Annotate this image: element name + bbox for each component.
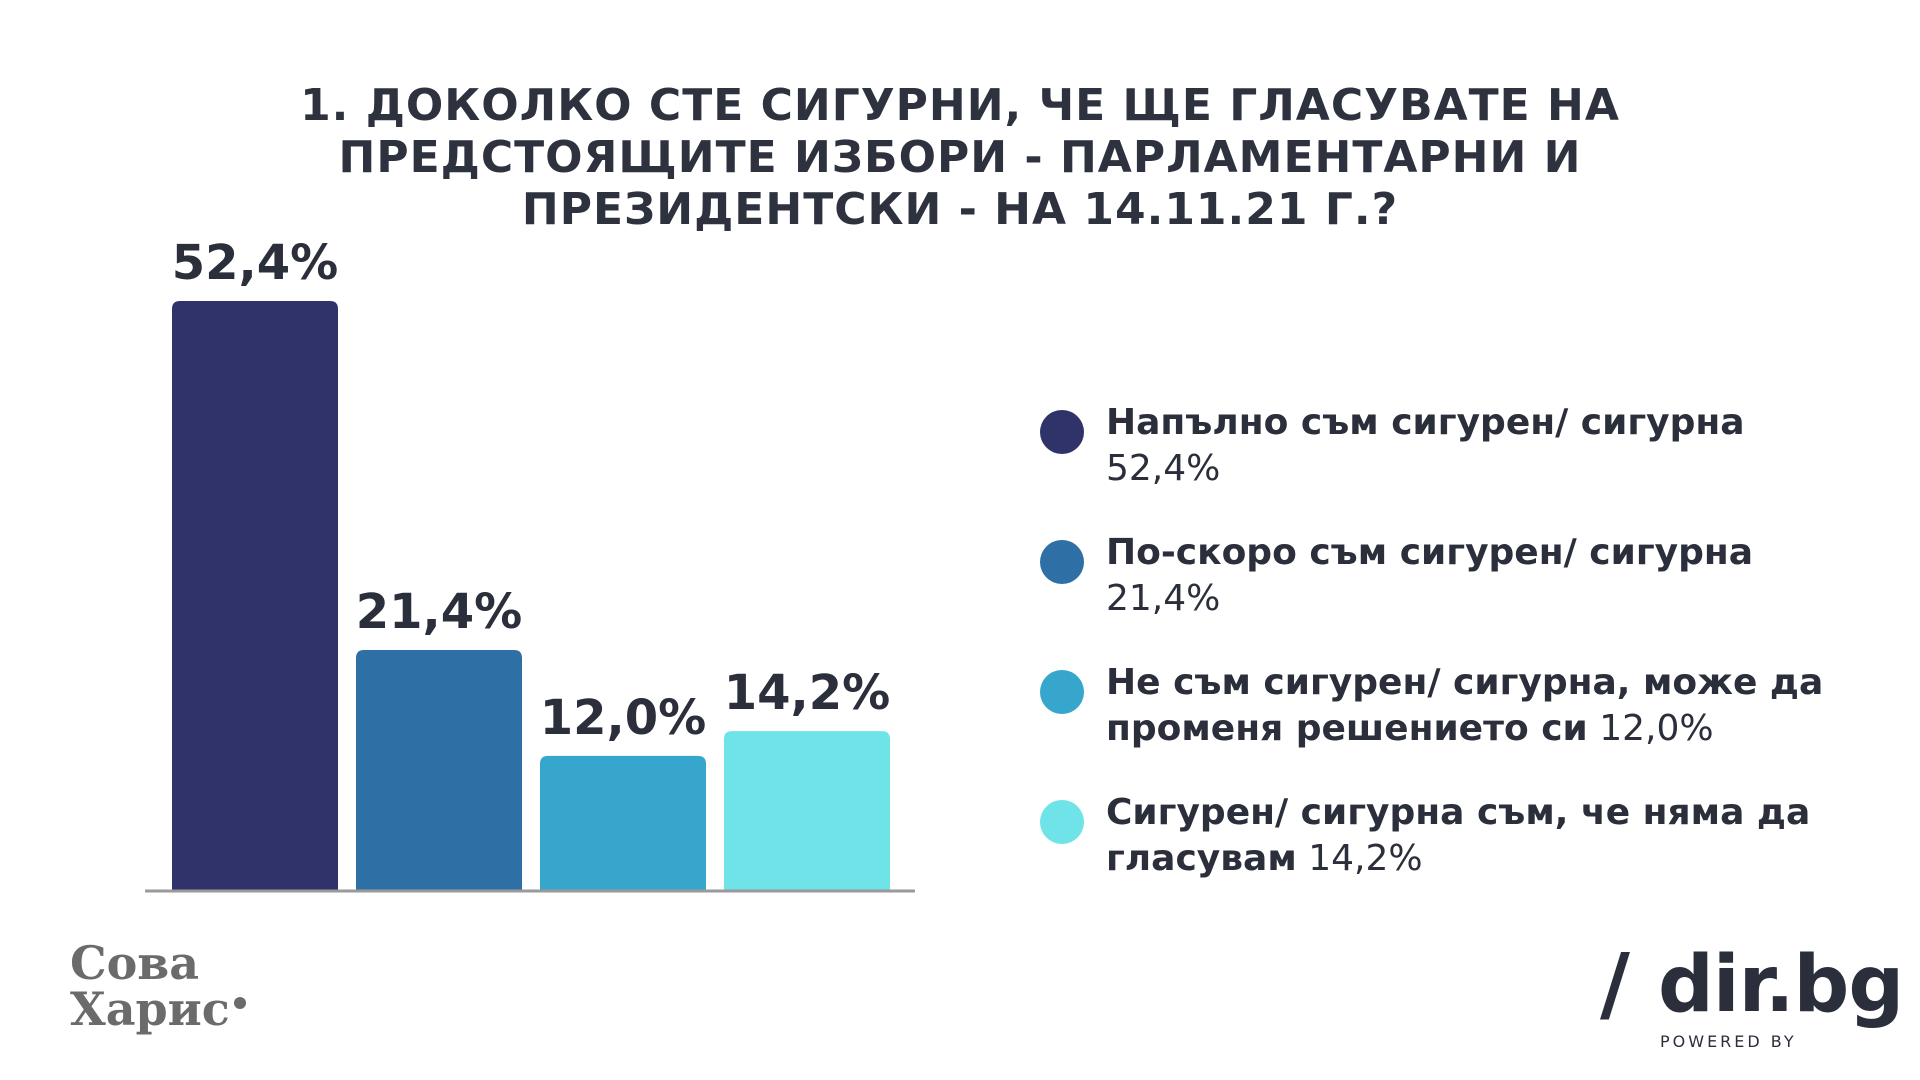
title-line-3: ПРЕЗИДЕНТСКИ - НА 14.11.21 Г.? <box>521 184 1399 235</box>
legend-swatch-not-sure <box>1040 670 1084 714</box>
chart-title: 1. ДОКОЛКО СТЕ СИГУРНИ, ЧЕ ЩЕ ГЛАСУВАТЕ … <box>230 80 1690 236</box>
legend-value: 12,0% <box>1599 708 1714 749</box>
legend-label: Сигурен/ сигурна съм, че няма да гласува… <box>1106 792 1811 879</box>
legend-label: По-скоро съм сигурен/ сигурна <box>1106 532 1754 573</box>
legend-item: Не съм сигурен/ сигурна, може да променя… <box>1040 660 1860 752</box>
logo-name: dir.bg <box>1658 940 1904 1030</box>
sova-haris-logo: Сова Харис <box>70 940 246 1032</box>
value-label-not-sure: 12,0% <box>540 690 707 746</box>
title-line-2: ПРЕДСТОЯЩИТЕ ИЗБОРИ - ПАРЛАМЕНТАРНИ И <box>338 132 1582 183</box>
logo-slash: / <box>1600 937 1630 1032</box>
legend-swatch-rather-sure <box>1040 540 1084 584</box>
value-label-fully-sure: 52,4% <box>172 235 339 291</box>
legend-swatch-will-not-vote <box>1040 800 1084 844</box>
dir-bg-logo: / dir.bg POWERED BY <box>1600 937 1904 1052</box>
legend-item: Сигурен/ сигурна съм, че няма да гласува… <box>1040 790 1860 882</box>
legend-item: По-скоро съм сигурен/ сигурна 21,4% <box>1040 530 1860 622</box>
logo-dot-icon <box>233 996 246 1009</box>
legend-swatch-fully-sure <box>1040 410 1084 454</box>
value-label-will-not-vote: 14,2% <box>724 665 891 721</box>
title-line-1: 1. ДОКОЛКО СТЕ СИГУРНИ, ЧЕ ЩЕ ГЛАСУВАТЕ … <box>300 80 1620 131</box>
bar-fully-sure <box>172 301 338 891</box>
legend-label: Не съм сигурен/ сигурна, може да променя… <box>1106 662 1824 749</box>
logo-tagline: POWERED BY <box>1660 1032 1797 1051</box>
bars-group <box>172 301 890 891</box>
legend: Напълно съм сигурен/ сигурна 52,4% По-ск… <box>1040 400 1860 920</box>
bar-chart: 52,4% 21,4% 12,0% 14,2% <box>145 235 915 893</box>
legend-value: 52,4% <box>1106 448 1221 489</box>
logo-left-line-1: Сова <box>70 936 200 990</box>
bar-rather-sure <box>356 650 522 891</box>
logo-left-line-2: Харис <box>70 986 246 1032</box>
legend-item: Напълно съм сигурен/ сигурна 52,4% <box>1040 400 1860 492</box>
bar-not-sure <box>540 755 706 891</box>
value-labels-group: 52,4% 21,4% 12,0% 14,2% <box>172 235 891 746</box>
bar-will-not-vote <box>724 731 890 891</box>
legend-value: 21,4% <box>1106 578 1221 619</box>
legend-value: 14,2% <box>1308 838 1423 879</box>
value-label-rather-sure: 21,4% <box>356 584 523 640</box>
legend-label: Напълно съм сигурен/ сигурна <box>1106 402 1745 443</box>
logo-left-line-2-text: Харис <box>70 982 230 1036</box>
